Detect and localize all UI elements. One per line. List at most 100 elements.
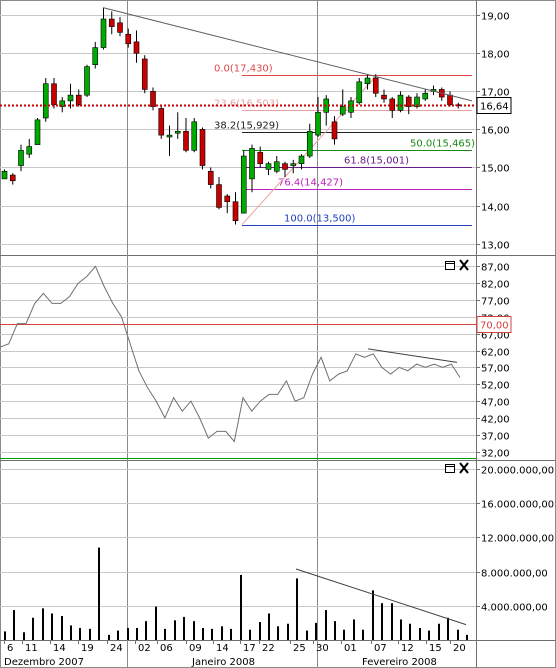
date-tick-label: 02 (138, 643, 151, 654)
oscillator-tick-label: 67,00 (481, 331, 510, 342)
volume-bar (428, 630, 430, 640)
window-maximize-icon[interactable] (445, 261, 455, 270)
candle-body (26, 146, 33, 155)
candle-body (199, 129, 206, 166)
candle-body (232, 201, 239, 222)
candle-body (117, 22, 123, 33)
close-x-icon[interactable] (459, 259, 469, 271)
candle-body (372, 77, 379, 94)
oscillator-panel-controls (445, 259, 469, 271)
volume-bar (315, 622, 317, 640)
oscillator-tick-label: 32,00 (481, 449, 510, 460)
price-trendline (102, 7, 473, 102)
volume-bar (400, 619, 402, 640)
volume-bar (249, 629, 251, 640)
volume-tick-label: 20.000.000,00 (481, 466, 554, 477)
price-tick-label: 14,00 (481, 203, 510, 214)
price-tick-label: 17,00 (481, 88, 510, 99)
oscillator-tick-label: 52,00 (481, 381, 510, 392)
volume-bar (221, 626, 223, 640)
volume-bar (419, 628, 421, 640)
date-tick-label: 20 (453, 643, 466, 654)
date-tick-label: 01 (344, 643, 357, 654)
volume-bar (372, 590, 374, 640)
volume-bar (183, 616, 185, 640)
volume-bar (268, 613, 270, 640)
volume-tick-label: 16.000.000,00 (481, 500, 554, 511)
volume-panel-controls (445, 462, 469, 474)
last-price-label: 16,64 (480, 102, 509, 113)
oscillator-line (0, 265, 461, 443)
candle-body (306, 131, 313, 157)
candle-body (18, 150, 24, 166)
volume-bar (240, 574, 242, 640)
candle-body (273, 161, 280, 172)
oscillator-panel (0, 265, 476, 459)
fibonacci-level-label: 61.8(15,001) (344, 156, 409, 167)
date-tick-label: 19 (81, 643, 94, 654)
month-label: Dezembro 2007 (4, 657, 84, 668)
volume-bar (136, 628, 138, 640)
volume-bar (89, 628, 91, 640)
oscillator-level-label: 70,00 (480, 321, 509, 332)
oscillator-tick-label: 57,00 (481, 364, 510, 375)
oscillator-level-marker (476, 316, 512, 333)
volume-bar (457, 629, 459, 640)
oscillator-trendline (367, 348, 458, 363)
volume-bar (353, 619, 355, 640)
volume-bar (343, 629, 345, 640)
volume-bar (287, 623, 289, 640)
volume-bar (32, 617, 34, 640)
candle-body (158, 108, 165, 136)
volume-bar (381, 603, 383, 640)
close-x-icon[interactable] (459, 462, 469, 474)
volume-bar (98, 547, 100, 640)
volume-bar (70, 625, 72, 640)
volume-bar (174, 620, 176, 640)
volume-bar (108, 634, 110, 640)
volume-bar (447, 617, 449, 640)
volume-bar (51, 613, 53, 640)
candle-body (315, 111, 321, 136)
price-tick-label: 13,00 (481, 241, 510, 252)
fibonacci-level-label: 0.0(17,430) (214, 64, 273, 75)
volume-bar (466, 634, 468, 640)
oscillator-tick-label: 37,00 (481, 432, 510, 443)
candle-body (51, 83, 57, 105)
oscillator-tick-label: 82,00 (481, 280, 510, 291)
volume-bar (79, 628, 81, 640)
candle-body (364, 77, 371, 85)
volume-bar (61, 616, 63, 640)
volume-bar (325, 610, 327, 640)
candle-body (257, 151, 264, 164)
fibonacci-level-label: 38.2(15,929) (214, 121, 279, 132)
volume-bar (306, 630, 308, 640)
candle-body (1, 170, 8, 180)
candle-body (405, 96, 412, 107)
volume-trendline (295, 568, 467, 626)
volume-bar (362, 629, 364, 640)
candle-body (9, 174, 16, 182)
candle-body (207, 170, 214, 185)
date-tick-label: 14 (216, 643, 229, 654)
candle-body (42, 83, 49, 119)
volume-bar (4, 631, 6, 640)
candle-body (381, 94, 387, 100)
candle-body (397, 94, 404, 111)
axis-labels: 19,00 18,00 17,00 16,00 15,00 14,00 13,00 16,64… (4, 12, 554, 668)
volume-bar (127, 628, 129, 640)
window-maximize-icon[interactable] (445, 464, 455, 473)
candle-body (339, 106, 346, 115)
candle-body (224, 195, 231, 203)
candle-body (290, 163, 297, 166)
candle-body (414, 96, 420, 107)
date-tick-label: 06 (160, 643, 173, 654)
price-panel: 0.0(17,430) 23.6(16,503) 38.2(15,929) 50.0(… (0, 7, 476, 226)
candle-body (216, 184, 222, 208)
candle-body (356, 81, 363, 104)
oscillator-tick-label: 42,00 (481, 415, 510, 426)
candle-body (34, 119, 41, 145)
candle-body (75, 94, 82, 105)
date-tick-label: 14 (53, 643, 66, 654)
